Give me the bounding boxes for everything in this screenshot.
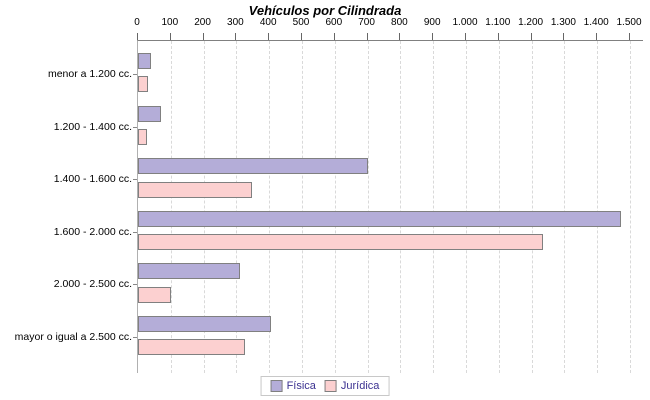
category-label: menor a 1.200 cc. — [47, 68, 132, 80]
bar-fisica-0 — [138, 53, 152, 69]
y-tick-mark — [133, 74, 137, 75]
x-tick-mark — [596, 33, 598, 40]
gridline — [302, 41, 303, 373]
bar-juridica-0 — [138, 76, 149, 93]
x-tick-mark — [465, 33, 466, 40]
x-tick-mark — [497, 33, 499, 40]
bar-fisica-5 — [138, 316, 272, 332]
bar-fisica-1 — [138, 105, 162, 122]
x-tick-label: 900 — [423, 17, 441, 28]
gridline — [466, 41, 467, 373]
x-tick-label: 1.300 — [550, 17, 576, 28]
x-tick-mark — [169, 33, 171, 40]
x-tick-label: 700 — [358, 17, 375, 28]
x-tick-label: 100 — [161, 17, 179, 28]
legend: Física Jurídica — [260, 376, 390, 396]
x-tick-mark — [629, 33, 630, 40]
y-tick-mark — [133, 337, 137, 338]
x-tick-mark — [366, 33, 368, 40]
bar-juridica-3 — [138, 234, 544, 251]
x-tick-label: 500 — [292, 17, 310, 28]
category-label: 1.600 - 2.000 cc. — [53, 225, 132, 238]
legend-swatch-fisica-icon — [270, 380, 283, 392]
y-tick-mark — [133, 179, 137, 181]
gridline — [367, 41, 369, 373]
x-tick-mark — [432, 33, 434, 40]
y-tick-mark — [133, 284, 137, 286]
gridline — [531, 41, 533, 373]
gridline — [498, 41, 500, 373]
x-tick-mark — [563, 33, 565, 40]
x-tick-label: 1.000 — [452, 17, 478, 28]
bar-fisica-2 — [138, 158, 368, 175]
legend-label-fisica: Física — [286, 380, 316, 392]
category-label: 1.400 - 1.600 cc. — [53, 173, 132, 186]
x-tick-mark — [235, 33, 237, 40]
x-tick-label: 1.200 — [518, 17, 544, 28]
bar-juridica-1 — [138, 128, 148, 145]
bar-juridica-2 — [138, 181, 252, 198]
x-tick-label: 0 — [134, 17, 140, 28]
y-tick-mark — [133, 126, 137, 128]
bar-fisica-4 — [138, 263, 241, 280]
x-tick-mark — [530, 33, 532, 40]
legend-swatch-juridica-icon — [324, 380, 337, 392]
plot-area — [137, 40, 643, 373]
x-tick-mark — [137, 33, 138, 40]
gridline — [334, 41, 336, 373]
gridline — [630, 41, 631, 373]
x-tick-label: 200 — [194, 17, 211, 28]
legend-item-fisica: Física — [270, 380, 316, 392]
x-tick-mark — [202, 33, 204, 40]
bar-juridica-5 — [138, 339, 245, 356]
x-tick-mark — [301, 33, 302, 40]
chart-title: Vehículos por Cilindrada — [248, 3, 402, 18]
gridline — [564, 41, 566, 373]
x-tick-mark — [399, 33, 401, 40]
y-tick-mark — [133, 231, 137, 233]
x-tick-label: 1.400 — [583, 17, 609, 28]
bar-juridica-4 — [138, 286, 172, 303]
gridline — [400, 41, 402, 373]
category-label: 2.000 - 2.500 cc. — [53, 278, 132, 291]
gridline — [170, 41, 172, 373]
x-tick-mark — [268, 33, 270, 40]
bar-fisica-3 — [138, 210, 621, 227]
x-tick-mark — [333, 33, 335, 40]
x-tick-label: 800 — [391, 17, 408, 28]
x-tick-label: 1.100 — [485, 17, 511, 28]
x-tick-label: 1.500 — [616, 17, 642, 28]
legend-label-juridica: Jurídica — [340, 380, 380, 392]
legend-item-juridica: Jurídica — [324, 380, 380, 392]
x-tick-label: 600 — [325, 17, 343, 28]
gridline — [203, 41, 205, 373]
x-tick-label: 400 — [259, 17, 277, 28]
x-tick-label: 300 — [227, 17, 244, 28]
gridline — [433, 41, 435, 373]
category-label: mayor o igual a 2.500 cc. — [14, 331, 132, 343]
gridline — [236, 41, 238, 373]
gridline — [269, 41, 271, 373]
category-label: 1.200 - 1.400 cc. — [53, 120, 132, 133]
gridline — [597, 41, 599, 373]
